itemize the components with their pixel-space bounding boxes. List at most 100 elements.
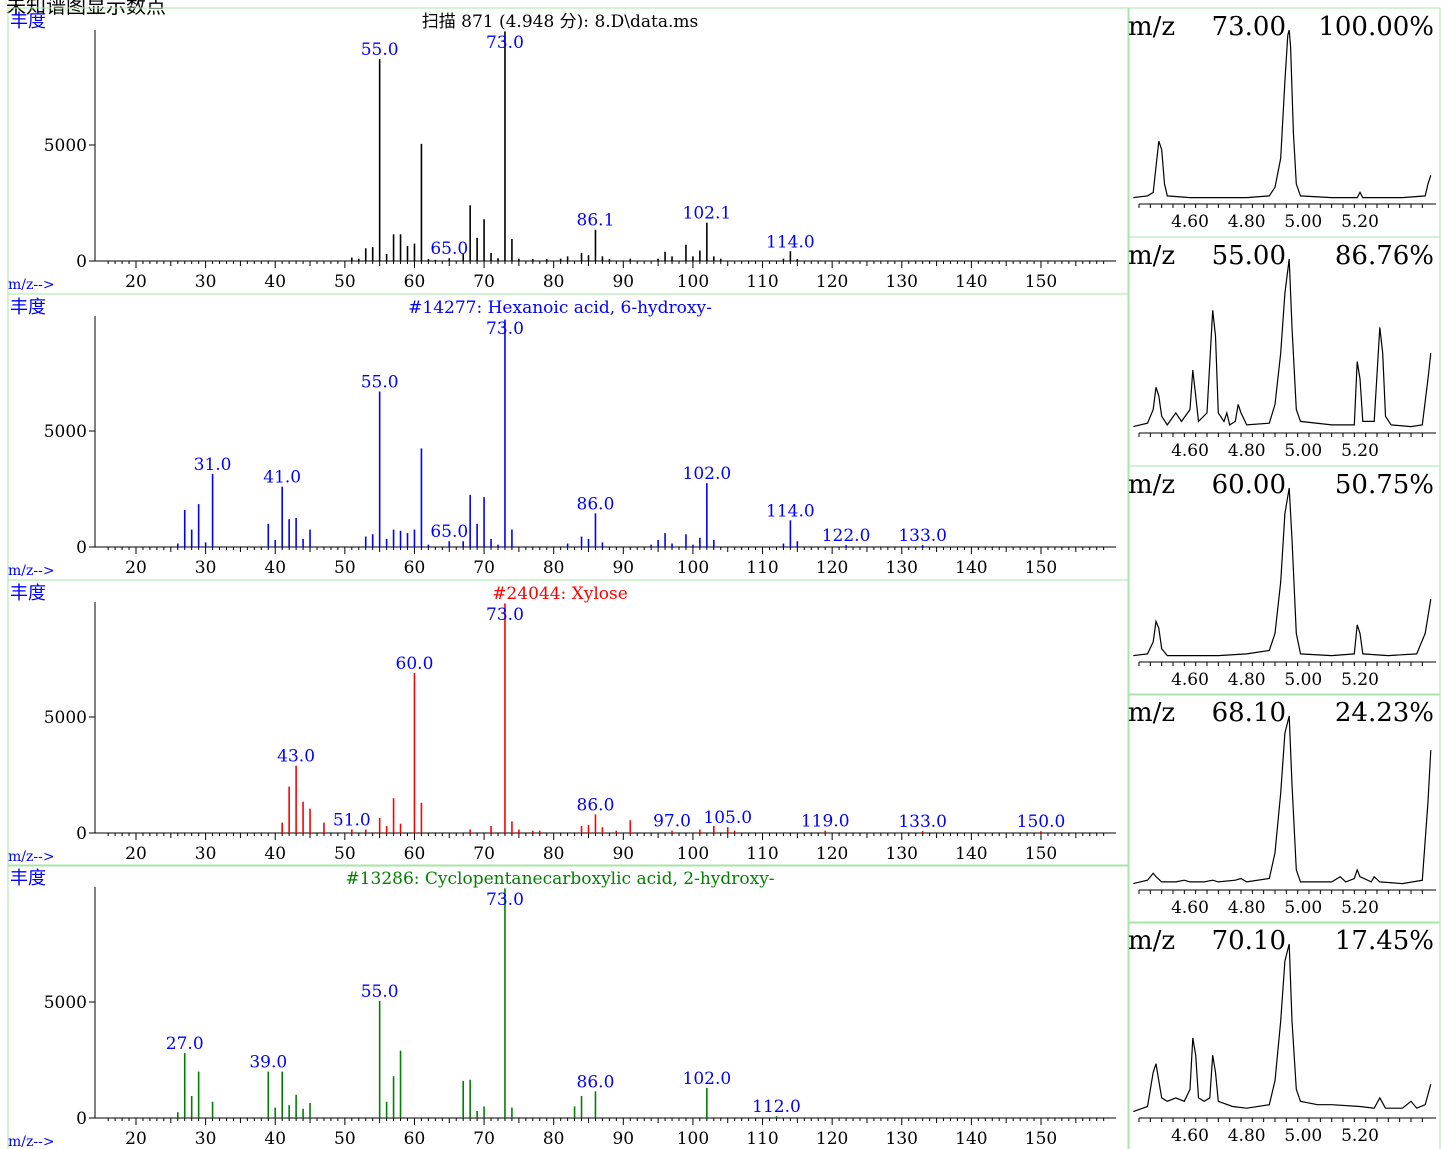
- x-tick-label: 120: [816, 272, 848, 292]
- x-tick-label: 50: [334, 272, 356, 292]
- chrom-tick-label: 5.00: [1284, 441, 1322, 461]
- y-tick-label: 0: [76, 824, 87, 844]
- chrom-mz-label: m/z: [1128, 698, 1175, 728]
- chrom-tick-label: 5.00: [1284, 670, 1322, 690]
- abundance-label: 丰度: [10, 11, 46, 32]
- peak-label: 105.0: [703, 808, 752, 828]
- y-tick-label: 0: [76, 1109, 87, 1129]
- mz-axis-label: m/z-->: [8, 849, 55, 865]
- y-tick-label: 5000: [44, 422, 87, 442]
- x-tick-label: 20: [125, 272, 147, 292]
- x-tick-label: 150: [1025, 272, 1057, 292]
- chrom-tick-label: 5.20: [1341, 212, 1379, 232]
- abundance-label: 丰度: [10, 868, 46, 889]
- chrom-frame: [1128, 236, 1441, 467]
- peak-label: 41.0: [263, 468, 301, 488]
- chrom-tick-label: 5.20: [1341, 1126, 1379, 1146]
- chrom-tick-label: 4.60: [1171, 441, 1209, 461]
- x-tick-label: 130: [886, 1129, 918, 1149]
- x-tick-label: 40: [264, 844, 286, 864]
- peak-label: 86.0: [577, 494, 615, 514]
- peak-label: 55.0: [361, 982, 399, 1002]
- x-tick-label: 120: [816, 1129, 848, 1149]
- peak-label: 43.0: [277, 747, 315, 767]
- peak-label: 39.0: [249, 1053, 287, 1073]
- x-tick-label: 80: [543, 844, 565, 864]
- panel-frame: [7, 579, 1129, 867]
- x-tick-label: 70: [473, 558, 495, 578]
- peak-label: 86.1: [577, 211, 615, 231]
- peak-label: 86.0: [577, 1072, 615, 1092]
- x-tick-label: 30: [195, 272, 217, 292]
- peak-label: 73.0: [486, 33, 524, 53]
- y-tick-label: 0: [76, 252, 87, 272]
- y-tick-label: 0: [76, 538, 87, 558]
- peak-label: 55.0: [361, 40, 399, 60]
- abundance-label: 丰度: [10, 297, 46, 318]
- chrom-trace: [1133, 943, 1432, 1113]
- peak-label: 73.0: [486, 319, 524, 339]
- x-tick-label: 60: [404, 272, 426, 292]
- x-tick-label: 50: [334, 558, 356, 578]
- x-tick-label: 40: [264, 1129, 286, 1149]
- x-tick-label: 150: [1025, 558, 1057, 578]
- x-tick-label: 50: [334, 844, 356, 864]
- x-tick-label: 40: [264, 558, 286, 578]
- chrom-tick-label: 4.80: [1228, 670, 1266, 690]
- peak-label: 133.0: [898, 812, 947, 832]
- peak-label: 60.0: [396, 654, 434, 674]
- x-tick-label: 100: [677, 272, 709, 292]
- spectrum-title: #13286: Cyclopentanecarboxylic acid, 2-h…: [345, 869, 774, 889]
- peak-label: 73.0: [486, 890, 524, 910]
- chrom-mz-value: 60.00: [1212, 470, 1286, 500]
- peak-label: 51.0: [333, 811, 371, 831]
- chrom-frame: [1128, 921, 1441, 1149]
- chrom-percent: 100.00%: [1318, 12, 1434, 42]
- chrom-tick-label: 4.60: [1171, 212, 1209, 232]
- chrom-percent: 50.75%: [1335, 470, 1434, 500]
- chrom-percent: 24.23%: [1335, 698, 1434, 728]
- chrom-tick-label: 5.00: [1284, 212, 1322, 232]
- x-tick-label: 130: [886, 558, 918, 578]
- peak-label: 97.0: [653, 812, 691, 832]
- chrom-percent: 17.45%: [1335, 926, 1434, 956]
- x-tick-label: 90: [612, 844, 634, 864]
- chrom-mz-label: m/z: [1128, 470, 1175, 500]
- chrom-tick-label: 5.00: [1284, 898, 1322, 918]
- chrom-tick-label: 4.80: [1228, 441, 1266, 461]
- x-tick-label: 150: [1025, 1129, 1057, 1149]
- x-tick-label: 130: [886, 844, 918, 864]
- chrom-tick-label: 4.60: [1171, 1126, 1209, 1146]
- peak-label: 114.0: [766, 232, 815, 252]
- chrom-trace: [1133, 258, 1432, 428]
- peak-label: 114.0: [766, 501, 815, 521]
- peak-label: 55.0: [361, 373, 399, 393]
- peak-label: 102.0: [683, 1069, 732, 1089]
- spectrum-title: #24044: Xylose: [492, 584, 628, 604]
- x-tick-label: 150: [1025, 844, 1057, 864]
- mz-axis-label: m/z-->: [8, 1134, 55, 1149]
- peak-label: 102.1: [683, 204, 732, 224]
- x-tick-label: 20: [125, 844, 147, 864]
- chrom-mz-label: m/z: [1128, 12, 1175, 42]
- panel-frame: [7, 293, 1129, 581]
- chrom-tick-label: 5.20: [1341, 441, 1379, 461]
- y-tick-label: 5000: [44, 993, 87, 1013]
- x-tick-label: 100: [677, 1129, 709, 1149]
- chrom-mz-value: 70.10: [1212, 926, 1286, 956]
- chrom-frame: [1128, 693, 1441, 924]
- peak-label: 102.0: [683, 464, 732, 484]
- x-tick-label: 90: [612, 1129, 634, 1149]
- x-tick-label: 130: [886, 272, 918, 292]
- x-tick-label: 140: [955, 1129, 987, 1149]
- chrom-tick-label: 4.80: [1228, 898, 1266, 918]
- mz-axis-label: m/z-->: [8, 563, 55, 579]
- header-text: 未知谱图显示数点: [6, 0, 166, 18]
- x-tick-label: 140: [955, 844, 987, 864]
- chrom-frame: [1128, 7, 1441, 238]
- x-tick-label: 80: [543, 272, 565, 292]
- peak-label: 65.0: [430, 522, 468, 542]
- chrom-trace: [1133, 487, 1432, 657]
- x-tick-label: 90: [612, 558, 634, 578]
